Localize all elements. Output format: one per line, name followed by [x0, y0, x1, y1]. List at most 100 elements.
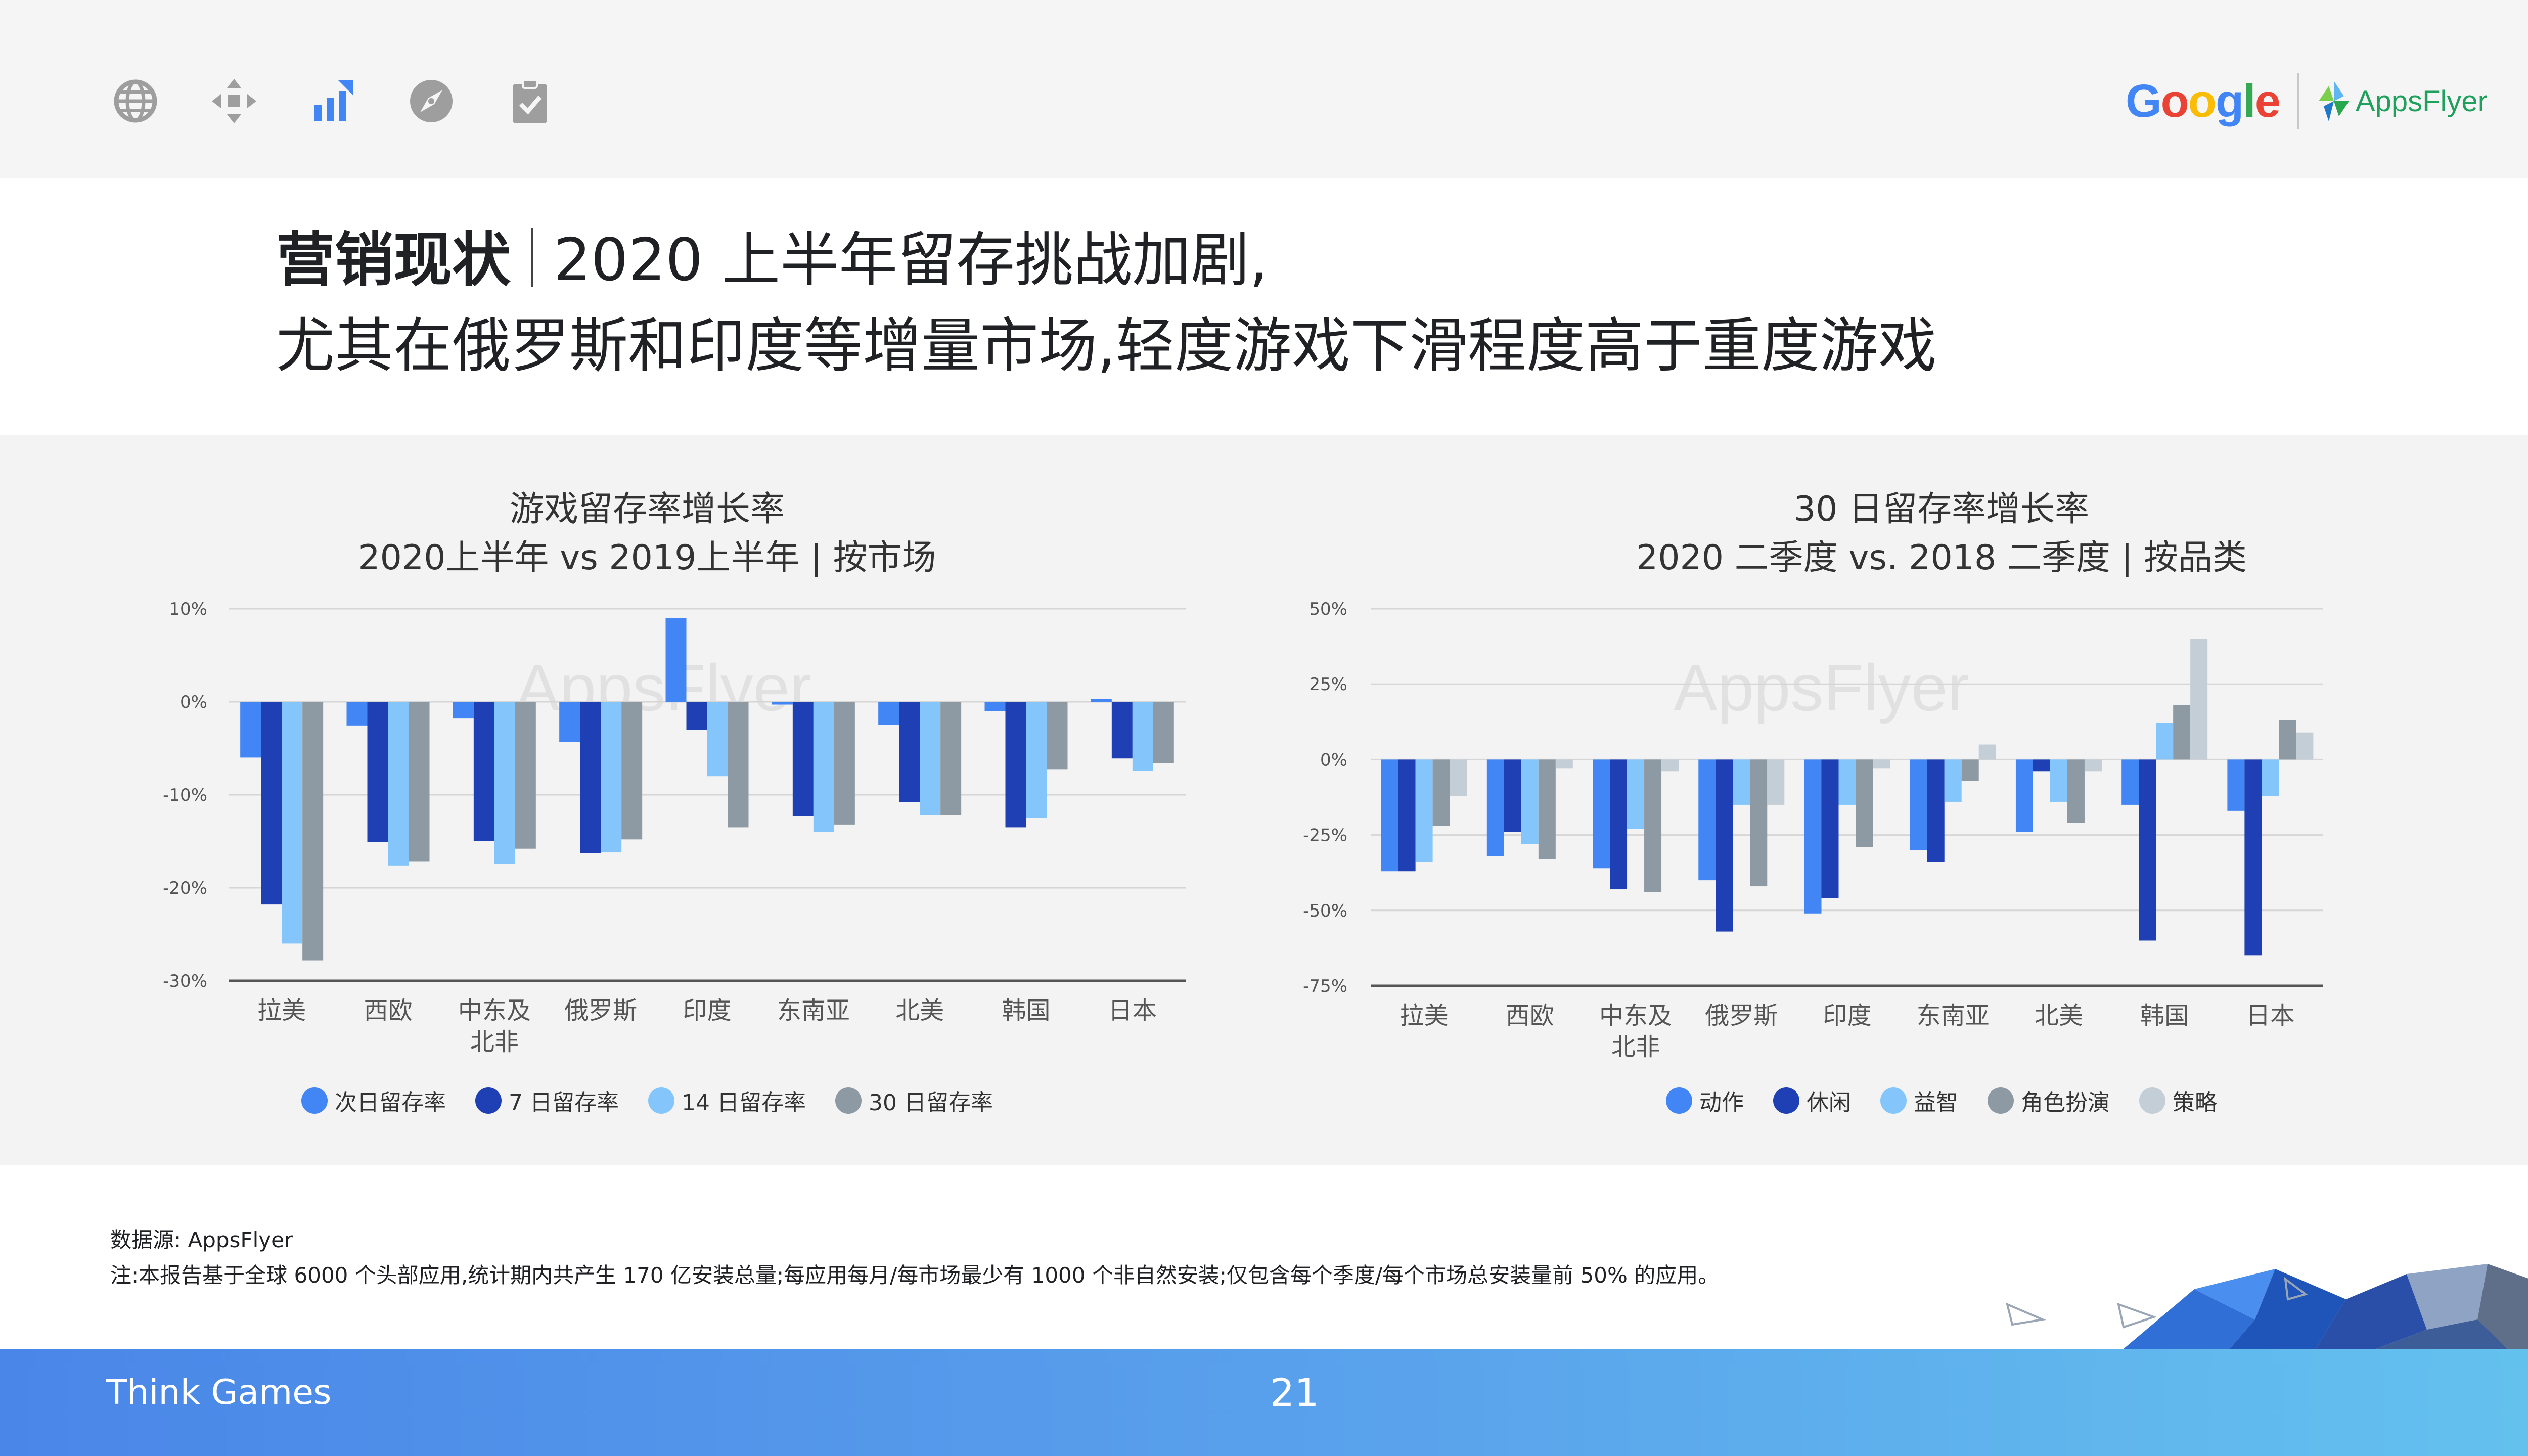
legend-swatch — [1773, 1087, 1799, 1114]
bar — [2084, 759, 2102, 772]
bar — [1644, 759, 1662, 892]
legend-label: 休闲 — [1807, 1090, 1851, 1116]
bar — [261, 702, 282, 905]
bar — [1415, 759, 1433, 862]
chart-right: AppsFlyer 30 日留存率增长率 2020 二季度 vs. 2018 二… — [1294, 435, 2528, 1165]
bar — [1804, 759, 1822, 914]
y-tick-label: 10% — [169, 599, 207, 619]
title-line1: 2020 上半年留存挑战加剧, — [554, 226, 1268, 294]
bar — [515, 702, 536, 849]
bar — [346, 702, 368, 726]
legend-label: 动作 — [1699, 1090, 1744, 1116]
bar — [2033, 759, 2050, 772]
legend-item: 30 日留存率 — [835, 1084, 993, 1117]
y-tick-label: -20% — [163, 878, 207, 898]
bar — [1153, 702, 1174, 763]
bar — [1555, 759, 1573, 769]
bar — [1661, 759, 1679, 772]
chart-title-line1: 游戏留存率增长率 — [509, 489, 785, 529]
legend-label: 30 日留存率 — [868, 1090, 993, 1116]
bar — [1873, 759, 1890, 769]
bar — [2279, 720, 2296, 760]
move-arrows-icon[interactable] — [209, 76, 259, 126]
appsflyer-logo-mark — [2318, 81, 2349, 121]
chart-left: AppsFlyer 游戏留存率增长率 2020上半年 vs 2019上半年 | … — [0, 435, 1294, 1165]
x-tick-label: 拉美 — [1400, 1002, 1449, 1030]
x-tick-label: 印度 — [1823, 1002, 1871, 1030]
bar — [1132, 702, 1153, 771]
bar — [367, 702, 388, 842]
globe-icon[interactable] — [110, 76, 161, 126]
note-line: 注:本报告基于全球 6000 个头部应用,统计期内共产生 170 亿安装总量;每… — [110, 1263, 1720, 1288]
legend-item: 次日留存率 — [301, 1084, 446, 1117]
bar — [686, 702, 707, 730]
legend-item: 7 日留存率 — [475, 1084, 619, 1117]
bar — [707, 702, 728, 777]
bar — [494, 702, 515, 864]
bar — [2156, 723, 2174, 760]
bar — [1733, 759, 1750, 805]
source-line: 数据源: AppsFlyer — [110, 1227, 293, 1252]
bar — [1838, 759, 1856, 805]
x-tick-label: 中东及 — [1599, 1002, 1672, 1030]
bar — [1610, 759, 1628, 890]
bar — [2173, 705, 2191, 760]
legend-label: 角色扮演 — [2021, 1090, 2110, 1116]
bar — [1026, 702, 1047, 818]
bar — [1047, 702, 1068, 770]
y-tick-label: -10% — [163, 785, 207, 805]
legend-swatch — [2139, 1087, 2165, 1114]
bar — [473, 702, 494, 841]
bar — [453, 702, 474, 719]
legend-swatch — [475, 1087, 502, 1114]
x-tick-label: 中东及 — [458, 996, 531, 1025]
bar — [1961, 759, 1979, 781]
bar — [1521, 759, 1539, 844]
legend-swatch — [835, 1087, 862, 1114]
bar — [388, 702, 409, 866]
chart-title-line1: 30 日留存率增长率 — [1793, 489, 2090, 529]
x-tick-label: 韩国 — [1002, 996, 1050, 1025]
bar — [2296, 732, 2314, 760]
bar — [282, 702, 303, 944]
bar — [2139, 759, 2156, 941]
title-divider — [531, 228, 533, 287]
legend-item: 14 日留存率 — [648, 1084, 806, 1117]
footer-bar — [0, 1349, 2528, 1456]
legend-swatch — [1666, 1087, 1692, 1114]
x-tick-label: 北非 — [1611, 1033, 1660, 1061]
clipboard-check-icon[interactable] — [505, 76, 555, 126]
legend-swatch — [1988, 1087, 2014, 1114]
appsflyer-watermark: AppsFlyer — [1674, 651, 1970, 724]
bar — [665, 618, 687, 702]
bar — [2227, 759, 2245, 811]
legend-label: 策略 — [2173, 1090, 2217, 1116]
bar — [580, 702, 601, 853]
bar — [2190, 639, 2208, 760]
y-tick-label: -25% — [1303, 826, 1347, 846]
bar — [1504, 759, 1521, 832]
x-tick-label: 日本 — [2246, 1002, 2294, 1030]
compass-icon[interactable] — [406, 76, 457, 126]
bar — [1716, 759, 1733, 932]
bar — [1698, 759, 1716, 881]
bar — [834, 702, 855, 825]
bar — [302, 702, 324, 961]
bar — [899, 702, 920, 802]
bar — [1910, 759, 1927, 850]
bar — [1821, 759, 1839, 898]
x-tick-label: 印度 — [683, 996, 731, 1025]
bar — [240, 702, 261, 758]
legend-item: 动作 — [1666, 1084, 1744, 1117]
chart-legend: 动作 休闲 益智 角色扮演 策略 — [1294, 1084, 2528, 1117]
bar — [2067, 759, 2085, 823]
legend-swatch — [1880, 1087, 1907, 1114]
page-title: 营销现状 2020 上半年留存挑战加剧, 尤其在俄罗斯和印度等增量市场,轻度游戏下… — [276, 217, 1937, 389]
y-tick-label: -75% — [1303, 976, 1347, 996]
legend-item: 休闲 — [1773, 1084, 1851, 1117]
google-logo: Google — [2126, 75, 2281, 127]
bar-growth-icon[interactable] — [307, 76, 358, 126]
page-number: 21 — [1270, 1370, 1319, 1415]
